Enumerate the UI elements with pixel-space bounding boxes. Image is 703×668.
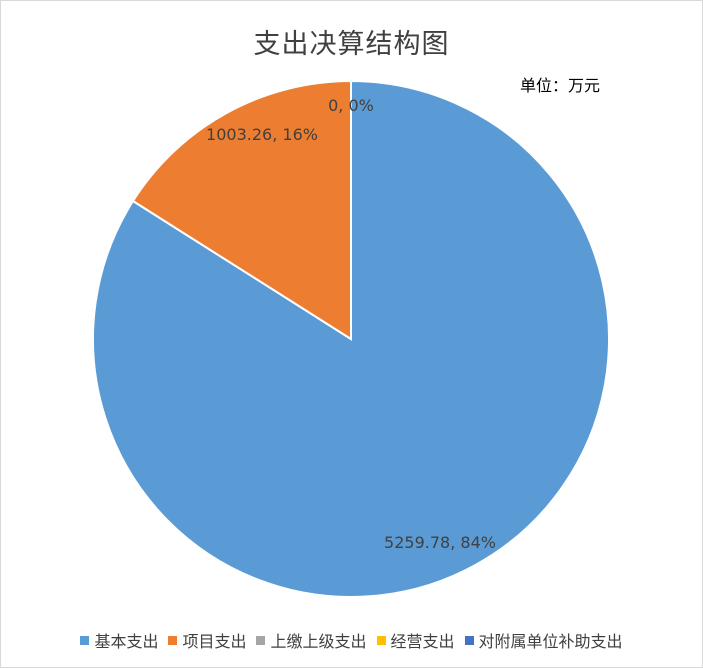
data-label-1: 5259.78, 84% — [384, 533, 496, 552]
data-label-3: 0, 0% — [328, 96, 374, 115]
pie-slice-2 — [131, 79, 352, 341]
legend-label: 项目支出 — [182, 632, 247, 651]
legend-label: 经营支出 — [390, 632, 455, 651]
legend-label: 对附属单位补助支出 — [478, 632, 623, 651]
data-label-2: 1003.26, 16% — [206, 125, 318, 144]
legend-item-1: 基本支出 — [80, 628, 158, 652]
legend-label: 上缴上级支出 — [270, 632, 367, 651]
legend-swatch — [256, 635, 266, 645]
data-labels: 5259.78, 84% 1003.26, 16% 0, 0% — [206, 96, 496, 552]
legend-item-5: 对附属单位补助支出 — [464, 628, 623, 652]
legend: 基本支出 项目支出 上缴上级支出 经营支出 对附属单位补助支出 — [0, 628, 703, 652]
legend-item-2: 项目支出 — [168, 628, 246, 652]
legend-swatch — [168, 635, 178, 645]
legend-swatch — [376, 635, 386, 645]
chart-title: 支出决算结构图 — [253, 29, 450, 60]
unit-note: 单位：万元 — [520, 76, 601, 95]
legend-item-3: 上缴上级支出 — [256, 628, 367, 652]
pie-slices — [92, 79, 610, 598]
legend-swatch — [464, 635, 474, 645]
legend-item-4: 经营支出 — [376, 628, 455, 652]
legend-label: 基本支出 — [94, 632, 159, 651]
legend-swatch — [80, 635, 90, 645]
